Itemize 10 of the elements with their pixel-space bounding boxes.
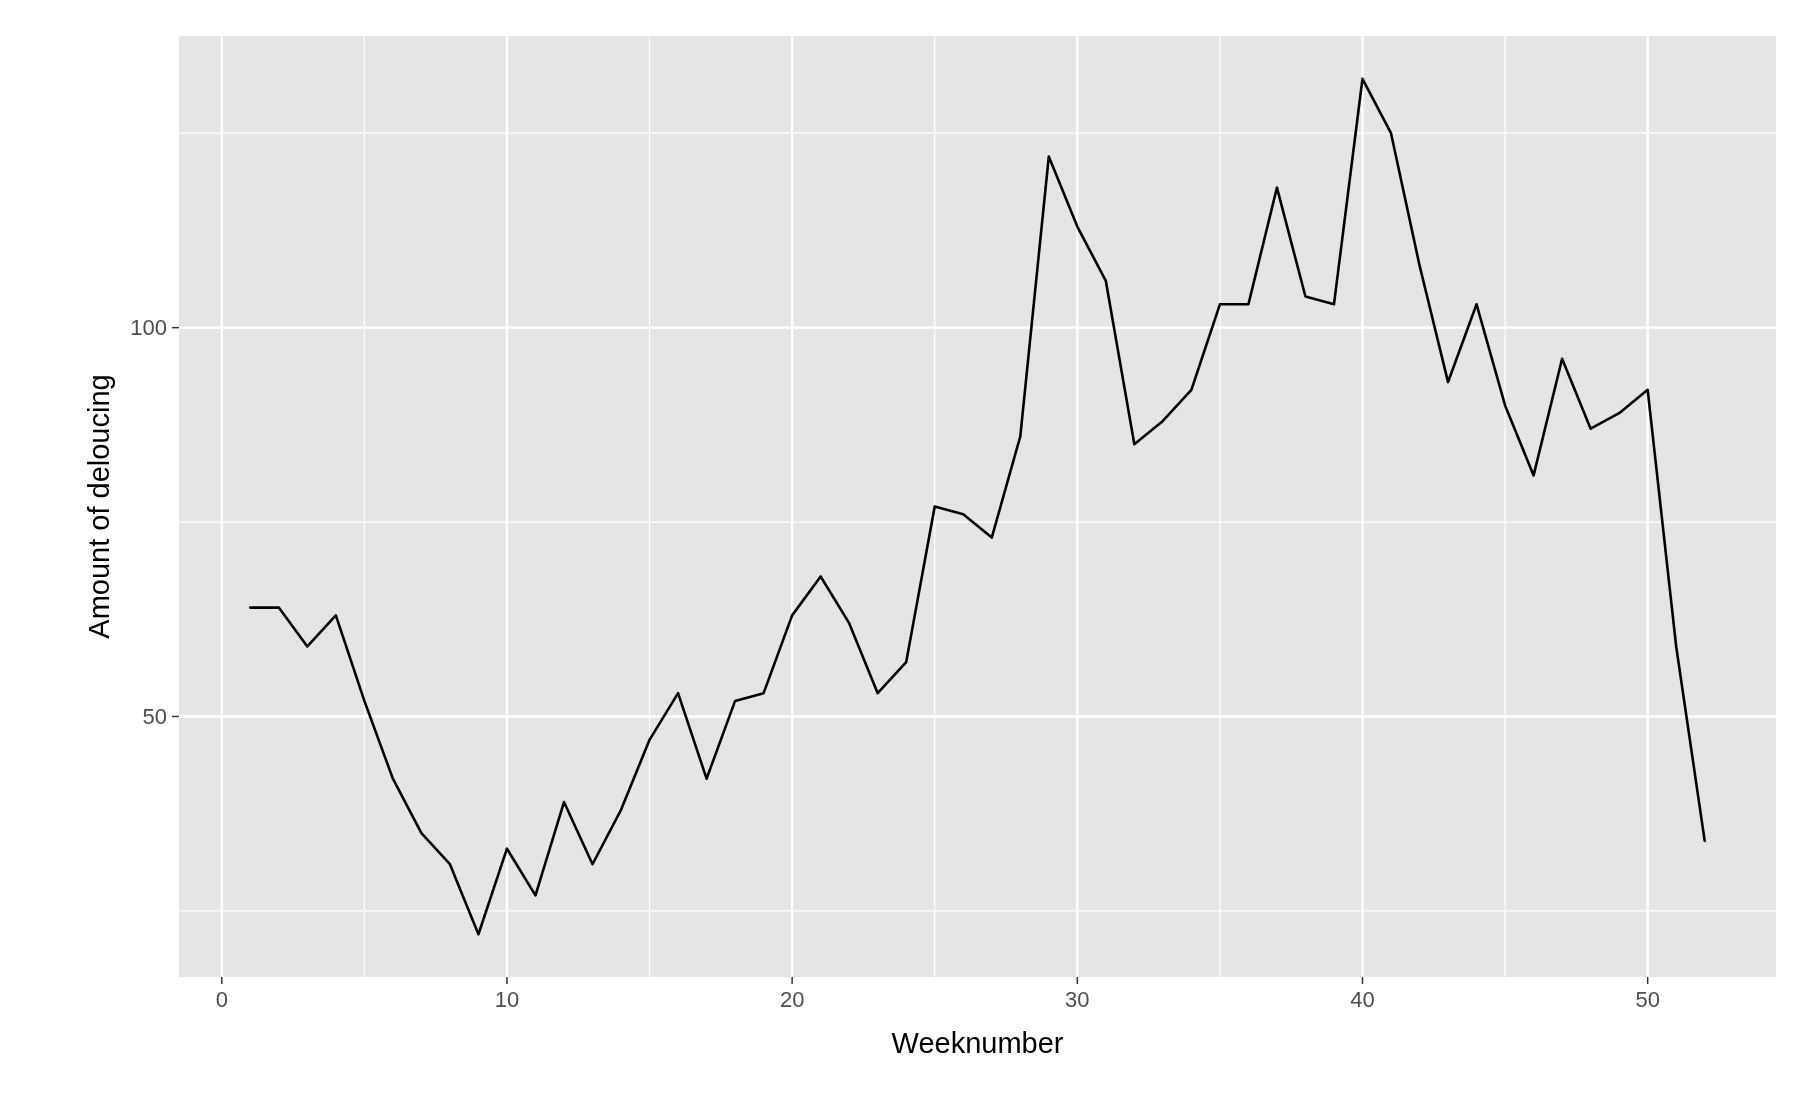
y-tick-label: 100: [130, 315, 167, 341]
x-tick-label: 10: [494, 987, 520, 1012]
y-axis-title: Amount of deloucing: [83, 374, 115, 639]
x-tick-label: 50: [1635, 987, 1660, 1012]
x-axis-title: Weeknumber: [891, 1027, 1064, 1059]
x-tick-label: 0: [215, 987, 228, 1012]
line-series: [249, 77, 1707, 936]
x-tick-label: 20: [779, 987, 805, 1012]
x-tick-label: 30: [1065, 987, 1090, 1012]
x-tick-label: 40: [1350, 987, 1375, 1012]
